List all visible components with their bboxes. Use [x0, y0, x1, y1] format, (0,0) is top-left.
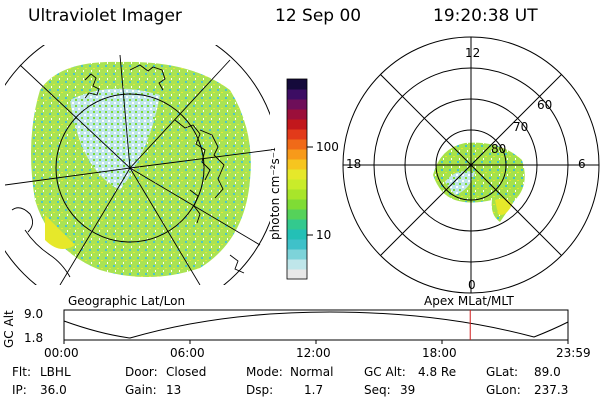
colorbar-segment: [287, 89, 307, 100]
polar-mlt-map: [342, 36, 600, 294]
flt-label: Flt:: [12, 365, 31, 379]
mlt-label-12: 12: [465, 46, 481, 60]
dsp-value: 1.7: [304, 383, 324, 397]
colorbar-segment: [287, 99, 307, 110]
colorbar-segment: [287, 109, 307, 120]
date-label: 12 Sep 00: [275, 6, 362, 26]
colorbar-tick-100: 100: [316, 140, 339, 154]
colorbar-segment: [287, 159, 307, 170]
gain-value: 13: [166, 383, 182, 397]
altitude-ytick-9: 9.0: [24, 307, 44, 321]
door-label: Door:: [125, 365, 158, 379]
colorbar-segment: [287, 149, 307, 160]
mlt-label-6: 6: [578, 157, 586, 171]
colorbar-segment: [287, 139, 307, 150]
altitude-ylabel: GC Alt: [2, 310, 16, 348]
ip-label: IP:: [12, 383, 27, 397]
ip-value: 36.0: [40, 383, 67, 397]
glat-value: 89.0: [534, 365, 561, 379]
meridians: [5, 54, 270, 285]
gcalt-value: 4.8 Re: [418, 365, 457, 379]
geographic-map: [5, 45, 270, 285]
colorbar-segment: [287, 269, 307, 280]
seq-value: 39: [400, 383, 416, 397]
colorbar-segment: [287, 199, 307, 210]
colorbar-segment: [287, 179, 307, 190]
mlt-label-0: 0: [468, 278, 476, 292]
colorbar-segment: [287, 119, 307, 130]
colorbar-segment: [287, 219, 307, 230]
xtick-2359: 23:59: [556, 346, 591, 360]
glon-label: GLon:: [486, 383, 521, 397]
xtick-0600: 06:00: [170, 346, 205, 360]
colorbar-tick-10: 10: [316, 228, 332, 242]
apex-caption: Apex MLat/MLT: [424, 294, 514, 308]
gcalt-label: GC Alt:: [364, 365, 406, 379]
colorbar-segment: [287, 249, 307, 260]
glon-value: 237.3: [534, 383, 569, 397]
mlat-label-70: 70: [513, 120, 529, 134]
mode-value: Normal: [290, 365, 334, 379]
xtick-1200: 12:00: [296, 346, 331, 360]
seq-label: Seq:: [364, 383, 391, 397]
colorbar-segment: [287, 129, 307, 140]
colorbar-segment: [287, 229, 307, 240]
color-scale-bar: [287, 79, 307, 280]
colorbar-segment: [287, 259, 307, 270]
glat-label: GLat:: [486, 365, 519, 379]
mlt-label-18: 18: [346, 157, 362, 171]
altitude-ytick-1-8: 1.8: [24, 331, 44, 345]
colorbar-segment: [287, 169, 307, 180]
flt-value: LBHL: [40, 365, 71, 379]
colorbar-segment: [287, 239, 307, 250]
dsp-label: Dsp:: [246, 383, 274, 397]
instrument-title: Ultraviolet Imager: [28, 6, 182, 26]
colorbar-segment: [287, 79, 307, 90]
colorbar-unit-label: photon cm⁻²s⁻¹: [268, 147, 282, 240]
xtick-1800: 18:00: [422, 346, 457, 360]
latitude-circle: [55, 93, 205, 243]
mlat-label-60: 60: [537, 98, 553, 112]
colorbar-segment: [287, 189, 307, 200]
gain-label: Gain:: [125, 383, 157, 397]
altitude-plot: [63, 309, 569, 344]
mlat-label-80: 80: [491, 142, 507, 156]
xtick-0000: 00:00: [44, 346, 79, 360]
colorbar-segment: [287, 209, 307, 220]
time-label: 19:20:38 UT: [433, 6, 538, 26]
mode-label: Mode:: [246, 365, 283, 379]
door-value: Closed: [166, 365, 207, 379]
geographic-caption: Geographic Lat/Lon: [68, 294, 186, 308]
